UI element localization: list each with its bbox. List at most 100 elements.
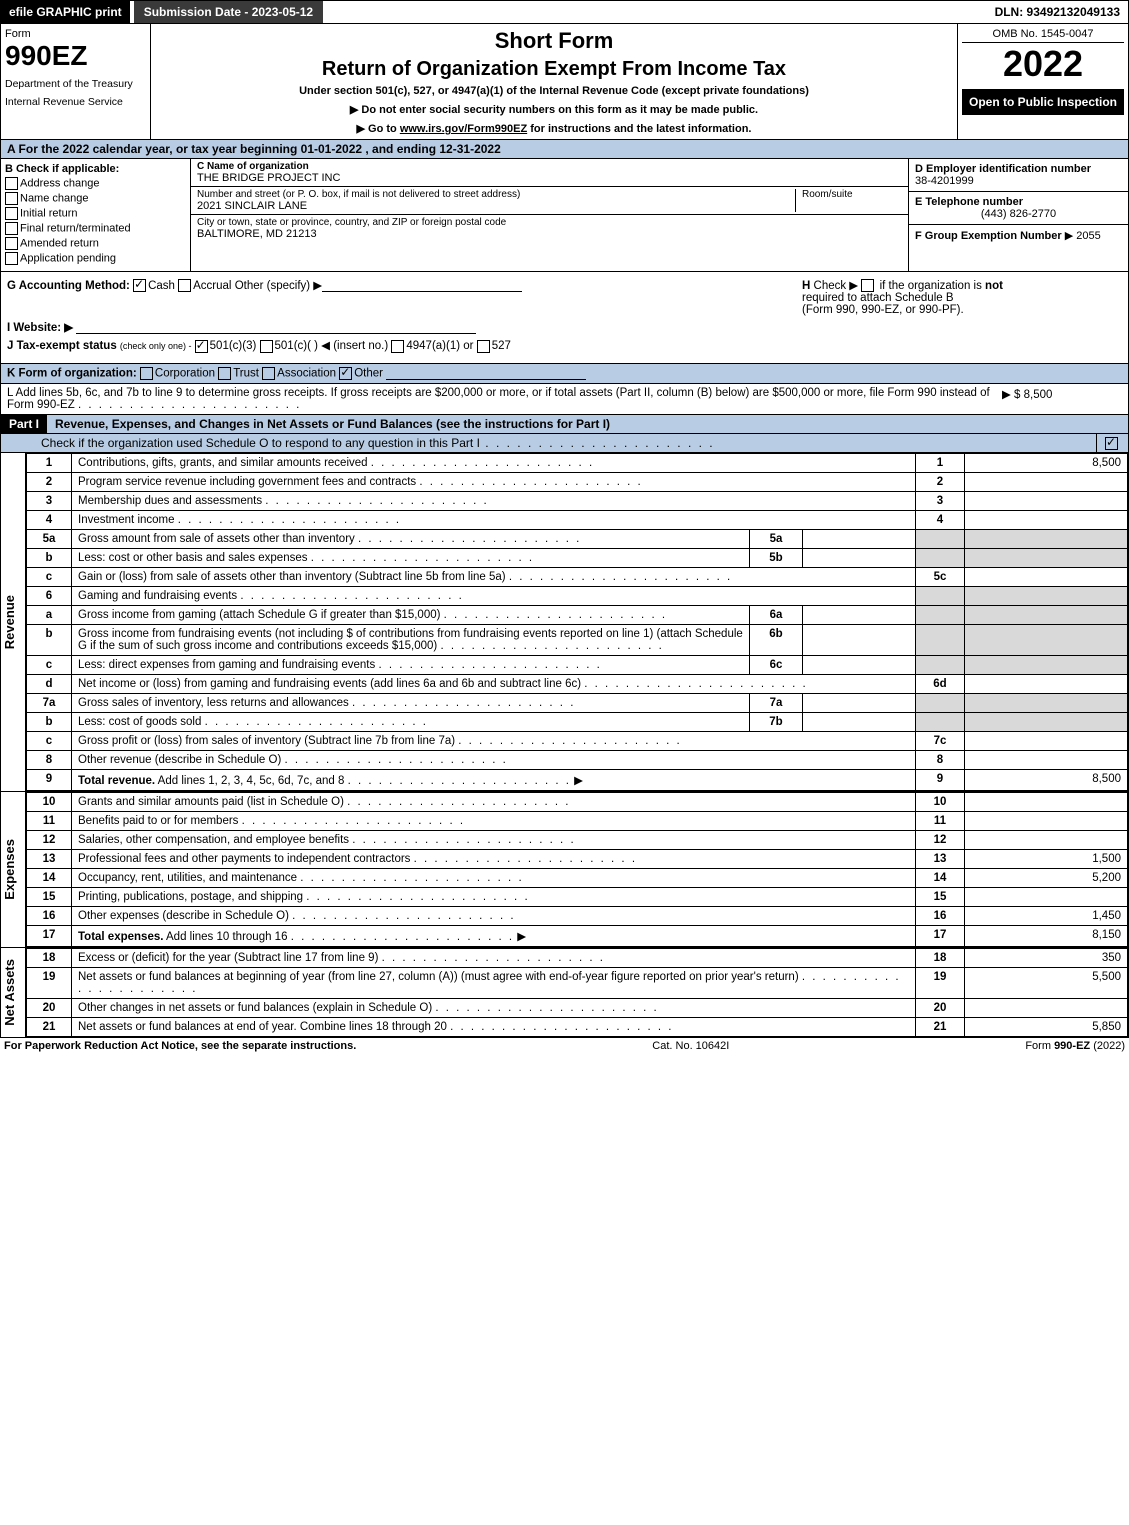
line-number: 20 bbox=[27, 999, 72, 1018]
line-desc: Gross income from fundraising events (no… bbox=[72, 625, 750, 656]
cat-number: Cat. No. 10642I bbox=[652, 1040, 729, 1052]
chk-527[interactable] bbox=[477, 340, 490, 353]
line-amount bbox=[965, 473, 1128, 492]
expenses-side-label: Expenses bbox=[1, 792, 26, 947]
chk-4947[interactable] bbox=[391, 340, 404, 353]
chk-initial-return[interactable]: Initial return bbox=[5, 207, 186, 220]
line-ref-shaded bbox=[916, 713, 965, 732]
irs-label: Internal Revenue Service bbox=[5, 96, 146, 108]
line-ref-shaded bbox=[916, 549, 965, 568]
line-amt-shaded bbox=[965, 656, 1128, 675]
chk-name-change[interactable]: Name change bbox=[5, 192, 186, 205]
chk-pending[interactable]: Application pending bbox=[5, 252, 186, 265]
line-number: 1 bbox=[27, 454, 72, 473]
chk-h[interactable] bbox=[861, 279, 874, 292]
revenue-table: 1Contributions, gifts, grants, and simil… bbox=[26, 453, 1128, 791]
return-title: Return of Organization Exempt From Incom… bbox=[159, 58, 949, 81]
tax-year: 2022 bbox=[962, 43, 1124, 85]
netassets-section: Net Assets 18Excess or (deficit) for the… bbox=[0, 948, 1129, 1038]
table-row: 1Contributions, gifts, grants, and simil… bbox=[27, 454, 1128, 473]
line-number: 3 bbox=[27, 492, 72, 511]
line-ref: 14 bbox=[916, 869, 965, 888]
line-amount bbox=[965, 675, 1128, 694]
inner-label: 6c bbox=[750, 656, 803, 675]
page-footer: For Paperwork Reduction Act Notice, see … bbox=[0, 1038, 1129, 1054]
line-desc: Net assets or fund balances at beginning… bbox=[72, 968, 916, 999]
short-form-title: Short Form bbox=[159, 28, 949, 54]
chk-501c[interactable] bbox=[260, 340, 273, 353]
line-desc: Gross amount from sale of assets other t… bbox=[72, 530, 750, 549]
line-desc: Other revenue (describe in Schedule O) bbox=[72, 751, 916, 770]
box-d-label: D Employer identification number bbox=[915, 163, 1122, 175]
part-1-check-box[interactable] bbox=[1096, 434, 1128, 452]
chk-amended[interactable]: Amended return bbox=[5, 237, 186, 250]
table-row: 15Printing, publications, postage, and s… bbox=[27, 888, 1128, 907]
line-amt-shaded bbox=[965, 713, 1128, 732]
chk-cash[interactable] bbox=[133, 279, 146, 292]
chk-accrual[interactable] bbox=[178, 279, 191, 292]
chk-final-return[interactable]: Final return/terminated bbox=[5, 222, 186, 235]
table-row: cLess: direct expenses from gaming and f… bbox=[27, 656, 1128, 675]
chk-assoc[interactable] bbox=[262, 367, 275, 380]
open-to-public: Open to Public Inspection bbox=[962, 89, 1124, 115]
boxes-def: D Employer identification number 38-4201… bbox=[908, 159, 1128, 271]
part-1-header: Part I Revenue, Expenses, and Changes in… bbox=[0, 415, 1129, 434]
inner-label: 6b bbox=[750, 625, 803, 656]
table-row: 13Professional fees and other payments t… bbox=[27, 850, 1128, 869]
form-word: Form bbox=[5, 28, 146, 40]
line-ref: 19 bbox=[916, 968, 965, 999]
netassets-side-label: Net Assets bbox=[1, 948, 26, 1037]
line-desc: Printing, publications, postage, and shi… bbox=[72, 888, 916, 907]
line-desc: Gross income from gaming (attach Schedul… bbox=[72, 606, 750, 625]
box-j: J Tax-exempt status (check only one) - 5… bbox=[7, 338, 1122, 352]
line-number: 8 bbox=[27, 751, 72, 770]
line-ref: 5c bbox=[916, 568, 965, 587]
box-k: K Form of organization: Corporation Trus… bbox=[0, 364, 1129, 384]
inner-label: 5b bbox=[750, 549, 803, 568]
table-row: 7aGross sales of inventory, less returns… bbox=[27, 694, 1128, 713]
chk-other-org[interactable] bbox=[339, 367, 352, 380]
efile-label[interactable]: efile GRAPHIC print bbox=[1, 1, 130, 23]
chk-address-change[interactable]: Address change bbox=[5, 177, 186, 190]
inner-label: 5a bbox=[750, 530, 803, 549]
goto-notice: ▶ Go to www.irs.gov/Form990EZ for instru… bbox=[159, 122, 949, 135]
line-ref-shaded bbox=[916, 656, 965, 675]
chk-trust[interactable] bbox=[218, 367, 231, 380]
goto-prefix: ▶ Go to bbox=[357, 123, 400, 135]
inner-value bbox=[803, 549, 916, 568]
line-amount: 5,850 bbox=[965, 1018, 1128, 1037]
box-b: B Check if applicable: Address change Na… bbox=[1, 159, 191, 271]
city-label: City or town, state or province, country… bbox=[197, 217, 902, 228]
line-desc: Net assets or fund balances at end of ye… bbox=[72, 1018, 916, 1037]
line-number: b bbox=[27, 625, 72, 656]
table-row: 12Salaries, other compensation, and empl… bbox=[27, 831, 1128, 850]
table-row: cGain or (loss) from sale of assets othe… bbox=[27, 568, 1128, 587]
line-ref: 12 bbox=[916, 831, 965, 850]
line-desc: Less: direct expenses from gaming and fu… bbox=[72, 656, 750, 675]
ein-value: 38-4201999 bbox=[915, 175, 1122, 187]
line-amount: 8,150 bbox=[965, 926, 1128, 947]
other-specify-line bbox=[322, 279, 522, 292]
box-g-label: G Accounting Method: bbox=[7, 280, 130, 292]
other-org-line bbox=[386, 367, 586, 380]
line-number: 4 bbox=[27, 511, 72, 530]
irs-link[interactable]: www.irs.gov/Form990EZ bbox=[400, 123, 527, 135]
table-row: 19Net assets or fund balances at beginni… bbox=[27, 968, 1128, 999]
line-desc: Other expenses (describe in Schedule O) bbox=[72, 907, 916, 926]
chk-501c3[interactable] bbox=[195, 340, 208, 353]
line-amount: 8,500 bbox=[965, 454, 1128, 473]
goto-suffix: for instructions and the latest informat… bbox=[527, 123, 751, 135]
box-b-title: B Check if applicable: bbox=[5, 163, 186, 175]
line-desc: Occupancy, rent, utilities, and maintena… bbox=[72, 869, 916, 888]
line-amount bbox=[965, 793, 1128, 812]
table-row: 10Grants and similar amounts paid (list … bbox=[27, 793, 1128, 812]
line-number: c bbox=[27, 656, 72, 675]
revenue-section: Revenue 1Contributions, gifts, grants, a… bbox=[0, 453, 1129, 792]
line-amount bbox=[965, 999, 1128, 1018]
line-desc: Gaming and fundraising events bbox=[72, 587, 916, 606]
line-amount: 1,450 bbox=[965, 907, 1128, 926]
line-amount bbox=[965, 568, 1128, 587]
line-number: c bbox=[27, 732, 72, 751]
chk-corp[interactable] bbox=[140, 367, 153, 380]
table-row: 14Occupancy, rent, utilities, and mainte… bbox=[27, 869, 1128, 888]
